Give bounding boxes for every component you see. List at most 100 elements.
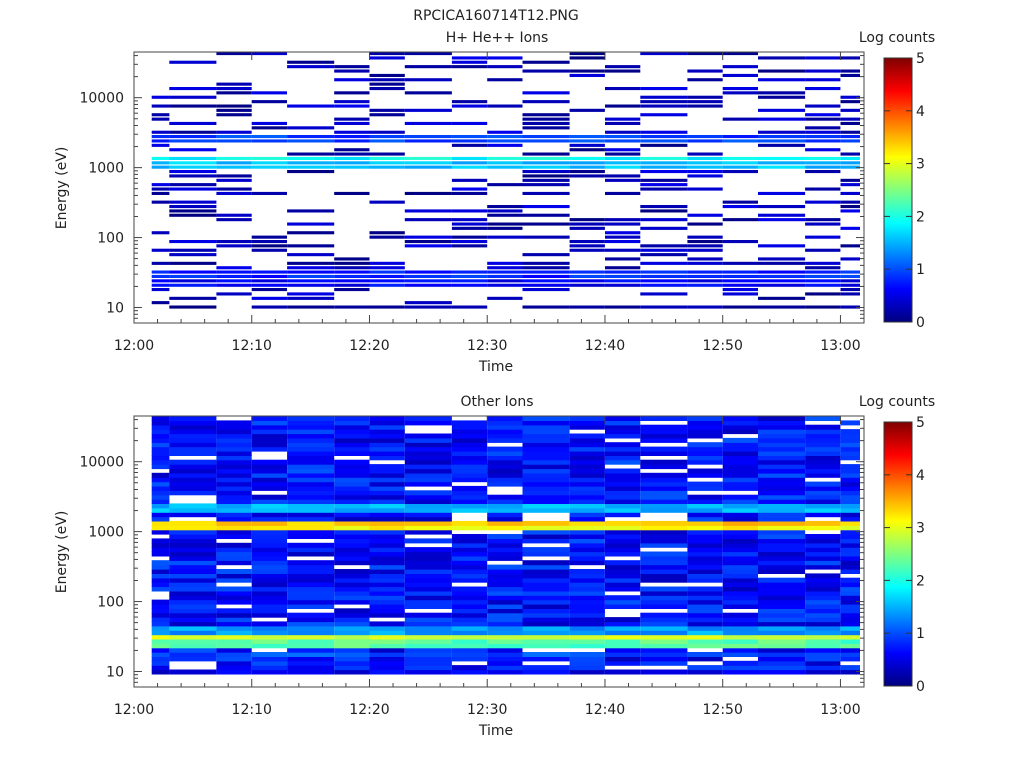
heatmap-cell [369, 87, 405, 91]
heatmap-cell [840, 205, 860, 209]
heatmap-cell [451, 274, 488, 278]
heatmap-cell [640, 520, 688, 526]
heatmap-cell [805, 274, 841, 278]
heatmap-cell [287, 652, 335, 657]
heatmap-cell [169, 424, 217, 430]
heatmap-cell [251, 638, 287, 644]
heatmap-cell [805, 564, 841, 570]
heatmap-cell [640, 573, 688, 579]
heatmap-cell [687, 446, 723, 452]
heatmap-cell [451, 191, 488, 195]
heatmap-cell [451, 520, 488, 526]
heatmap-cell [687, 135, 723, 139]
heatmap-cell [640, 564, 688, 570]
heatmap-cell [805, 235, 841, 239]
heatmap-cell [451, 209, 488, 213]
heatmap-cell [605, 65, 641, 69]
heatmap-cell [404, 65, 452, 69]
heatmap-cell [569, 529, 605, 535]
heatmap-cell [287, 424, 335, 430]
heatmap-cell [169, 652, 217, 657]
heatmap-cell [404, 647, 452, 653]
heatmap-cell [687, 139, 723, 143]
heatmap-cell [840, 446, 860, 452]
heatmap-cell [522, 485, 570, 491]
heatmap-cell [404, 472, 452, 478]
heatmap-cell [151, 135, 170, 139]
heatmap-cell [640, 529, 688, 535]
heatmap-cell [216, 442, 252, 448]
heatmap-cell [151, 248, 170, 252]
heatmap-cell [487, 213, 523, 217]
heatmap-cell [605, 424, 641, 430]
heatmap-cell [369, 433, 405, 439]
heatmap-cell [840, 586, 860, 592]
heatmap-cell [169, 130, 217, 134]
heatmap-cell [216, 534, 252, 539]
heatmap-cell [605, 507, 641, 513]
heatmap-cell [251, 420, 287, 426]
heatmap-cell [451, 534, 488, 539]
heatmap-cell [640, 143, 688, 147]
heatmap-cell [287, 222, 335, 226]
heatmap-cell [151, 481, 170, 487]
heatmap-cell [487, 481, 523, 487]
heatmap-cell [251, 529, 287, 535]
heatmap-cell [687, 222, 723, 226]
heatmap-cell [451, 178, 488, 182]
heatmap-cell [569, 270, 605, 274]
heatmap-cell [805, 113, 841, 117]
heatmap-cell [569, 283, 605, 287]
heatmap-cell [216, 490, 252, 496]
heatmap-cell [605, 542, 641, 548]
heatmap-cell [569, 569, 605, 574]
heatmap-cell [640, 555, 688, 561]
heatmap-cell [840, 525, 860, 531]
heatmap-cell [805, 643, 841, 649]
heatmap-cell [840, 582, 860, 588]
heatmap-cell [758, 442, 806, 448]
heatmap-cell [216, 520, 252, 526]
heatmap-cell [522, 446, 570, 452]
heatmap-cell [758, 577, 806, 583]
heatmap-cell [569, 625, 605, 631]
heatmap-cell [522, 520, 570, 526]
heatmap-cell [404, 191, 452, 195]
heatmap-cell [605, 135, 641, 139]
heatmap-cell [840, 209, 860, 213]
heatmap-cell [404, 604, 452, 609]
heatmap-cell [334, 485, 370, 491]
heatmap-cell [805, 542, 841, 548]
heatmap-cell [369, 665, 405, 671]
heatmap-cell [687, 542, 723, 548]
heatmap-cell [251, 288, 287, 292]
heatmap-cell [687, 599, 723, 605]
heatmap-cell [369, 490, 405, 496]
heatmap-cell [722, 560, 758, 566]
heatmap-cell [404, 135, 452, 139]
heatmap-cell [216, 244, 252, 248]
heatmap-cell [251, 121, 287, 125]
heatmap-cell [451, 599, 488, 605]
heatmap-cell [640, 499, 688, 504]
heatmap-cell [169, 520, 217, 526]
heatmap-cell [487, 266, 523, 270]
heatmap-cell [216, 104, 252, 108]
heatmap-cell [569, 590, 605, 596]
heatmap-cell [369, 586, 405, 592]
heatmap-cell [169, 433, 217, 439]
heatmap-cell [522, 117, 570, 121]
heatmap-cell [840, 608, 860, 614]
heatmap-cell [169, 542, 217, 548]
heatmap-cell [722, 555, 758, 561]
heatmap-cell [605, 547, 641, 553]
heatmap-cell [251, 560, 287, 566]
heatmap-cell [687, 152, 723, 156]
heatmap-cell [151, 451, 170, 456]
heatmap-cell [522, 274, 570, 278]
heatmap-cell [722, 520, 758, 526]
heatmap-cell [369, 534, 405, 539]
heatmap-cell [151, 499, 170, 504]
heatmap-cell [605, 638, 641, 644]
heatmap-cell [404, 590, 452, 596]
